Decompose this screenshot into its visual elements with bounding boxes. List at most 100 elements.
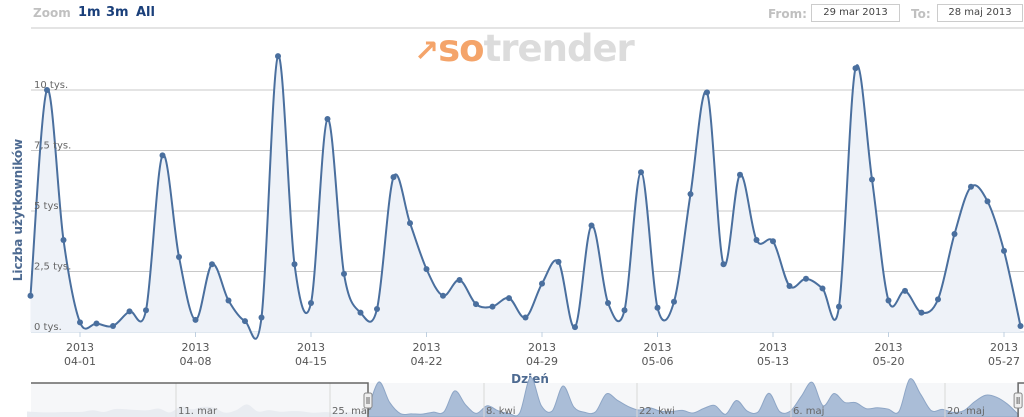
data-point	[836, 303, 842, 310]
x-tick-label-date: 04-15	[295, 355, 327, 368]
x-tick-label-year: 2013	[66, 341, 94, 354]
data-point	[192, 316, 199, 323]
data-point	[555, 258, 562, 265]
navigator-label: 25. mar	[332, 406, 372, 417]
to-label: To:	[911, 7, 931, 21]
data-point	[1017, 322, 1024, 329]
from-date-input[interactable]: 29 mar 2013	[811, 4, 900, 22]
data-point	[1001, 247, 1007, 254]
trend-arrow-icon: ↗	[414, 34, 439, 69]
data-point	[770, 238, 776, 245]
data-point	[44, 87, 50, 93]
navigator-label: 6. maj	[793, 406, 824, 417]
logo-text-trender: trender	[483, 27, 635, 70]
data-point	[423, 266, 430, 273]
navigator-label: 22. kwi	[639, 406, 675, 417]
y-axis-labels: 0 tys. 2,5 tys. 5 tys. 7,5 tys. 10 tys.	[34, 80, 71, 333]
x-tick-label-date: 05-13	[757, 355, 789, 368]
data-point	[951, 230, 958, 237]
y-tick-label: 5 tys.	[34, 201, 62, 212]
data-point	[605, 299, 611, 306]
data-point	[324, 116, 331, 123]
series-markers	[27, 53, 1024, 331]
data-point	[390, 174, 397, 181]
x-axis-labels: 201304-01201304-08201304-15201304-222013…	[64, 332, 1020, 368]
x-tick-label-date: 04-01	[64, 355, 96, 368]
data-point	[456, 276, 463, 283]
data-point	[869, 176, 875, 183]
navigator-label: 8. kwi	[486, 406, 515, 417]
navigator-history-area	[27, 404, 368, 417]
to-date-input[interactable]: 28 maj 2013	[937, 4, 1023, 22]
data-point	[737, 171, 743, 178]
zoom-1m-button[interactable]: 1m	[78, 5, 101, 20]
data-point	[258, 314, 265, 321]
data-point	[357, 309, 364, 316]
data-point	[720, 261, 727, 268]
data-point	[126, 308, 133, 315]
x-tick-label-year: 2013	[644, 341, 672, 354]
data-point	[753, 237, 760, 244]
data-point	[60, 237, 67, 244]
data-point	[687, 191, 694, 198]
x-tick-label-year: 2013	[875, 341, 903, 354]
data-point	[176, 253, 182, 260]
x-tick-label-date: 05-27	[988, 355, 1020, 368]
data-point	[341, 270, 347, 277]
data-point	[407, 220, 413, 227]
navigator[interactable]: 11. mar 25. mar 8. kwi 22. kwi 6. maj 20. maj	[27, 376, 1024, 417]
data-point	[671, 298, 677, 305]
data-point	[275, 53, 281, 60]
navigator-series-area	[367, 376, 1019, 417]
data-point	[968, 183, 974, 190]
data-point	[803, 275, 809, 282]
data-point	[242, 318, 248, 325]
data-point	[308, 299, 314, 306]
y-tick-label: 2,5 tys.	[34, 262, 71, 273]
data-point	[704, 89, 710, 96]
x-tick-label-year: 2013	[182, 341, 210, 354]
series-area	[30, 55, 1021, 339]
x-tick-label-date: 04-08	[180, 355, 212, 368]
data-point	[588, 222, 595, 229]
navigator-label: 11. mar	[178, 406, 218, 417]
zoom-3m-button[interactable]: 3m	[106, 5, 129, 20]
data-point	[110, 322, 116, 329]
data-point	[473, 301, 479, 308]
data-point	[522, 314, 529, 321]
x-tick-label-year: 2013	[990, 341, 1018, 354]
x-tick-label-year: 2013	[297, 341, 325, 354]
y-tick-label: 0 tys.	[34, 322, 62, 333]
data-point	[77, 319, 83, 326]
data-point	[209, 261, 215, 268]
x-tick-label-year: 2013	[413, 341, 441, 354]
x-tick-label-date: 05-20	[873, 355, 905, 368]
zoom-label: Zoom	[33, 6, 71, 20]
logo-text-so: so	[438, 27, 484, 70]
data-point	[984, 198, 991, 205]
data-point	[852, 65, 859, 72]
zoom-all-button[interactable]: All	[136, 5, 155, 20]
x-tick-label-date: 05-06	[642, 355, 674, 368]
data-point	[902, 287, 908, 294]
data-point	[539, 280, 545, 287]
data-point	[143, 307, 149, 314]
data-point	[440, 292, 446, 299]
data-point	[489, 303, 496, 310]
data-point	[885, 297, 892, 304]
data-point	[935, 296, 941, 303]
data-point	[638, 169, 644, 176]
data-point	[819, 285, 826, 292]
navigator-label: 20. maj	[947, 406, 985, 417]
data-point	[374, 306, 380, 313]
data-point	[27, 292, 34, 299]
data-point	[93, 320, 100, 327]
y-tick-label: 10 tys.	[34, 80, 68, 91]
navigator-handle-right[interactable]	[1013, 392, 1023, 409]
x-tick-label-year: 2013	[528, 341, 556, 354]
x-tick-label-date: 04-22	[411, 355, 443, 368]
data-point	[159, 152, 166, 159]
navigator-handle-left[interactable]	[363, 392, 373, 409]
from-label: From:	[768, 7, 807, 21]
